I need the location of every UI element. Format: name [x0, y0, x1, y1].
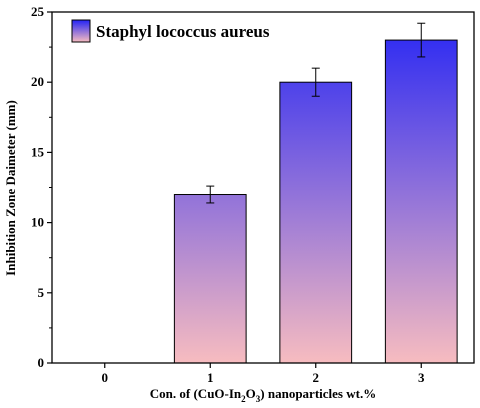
x-axis-title: Con. of (CuO-In2O3) nanoparticles wt.% — [150, 386, 376, 404]
y-axis-title: Inhibition Zone Daimeter (mm) — [3, 100, 18, 276]
y-tick-label-0: 0 — [38, 355, 45, 370]
x-tick-label-3: 3 — [418, 370, 425, 385]
y-tick-label-5: 5 — [38, 285, 45, 300]
legend-swatch — [71, 19, 91, 43]
error-bar-2 — [311, 67, 320, 97]
error-bars-layer — [206, 22, 426, 204]
legend: Staphyl lococcus aureus — [71, 19, 270, 43]
error-bar-3 — [417, 22, 426, 58]
y-tick-label-20: 20 — [31, 74, 44, 89]
bar-2 — [279, 81, 353, 364]
y-tick-label-15: 15 — [31, 144, 45, 159]
bar-3 — [384, 39, 458, 364]
bar-1 — [173, 194, 247, 364]
x-tick-label-0: 0 — [102, 370, 109, 385]
y-tick-label-25: 25 — [31, 4, 45, 19]
legend-label: Staphyl lococcus aureus — [96, 22, 270, 41]
x-axis: 0 1 2 3 — [102, 363, 425, 385]
y-tick-label-10: 10 — [31, 215, 44, 230]
x-tick-label-1: 1 — [207, 370, 214, 385]
y-axis: 0 5 10 15 20 25 — [31, 4, 52, 370]
x-tick-label-2: 2 — [313, 370, 320, 385]
error-bar-1 — [206, 185, 215, 204]
